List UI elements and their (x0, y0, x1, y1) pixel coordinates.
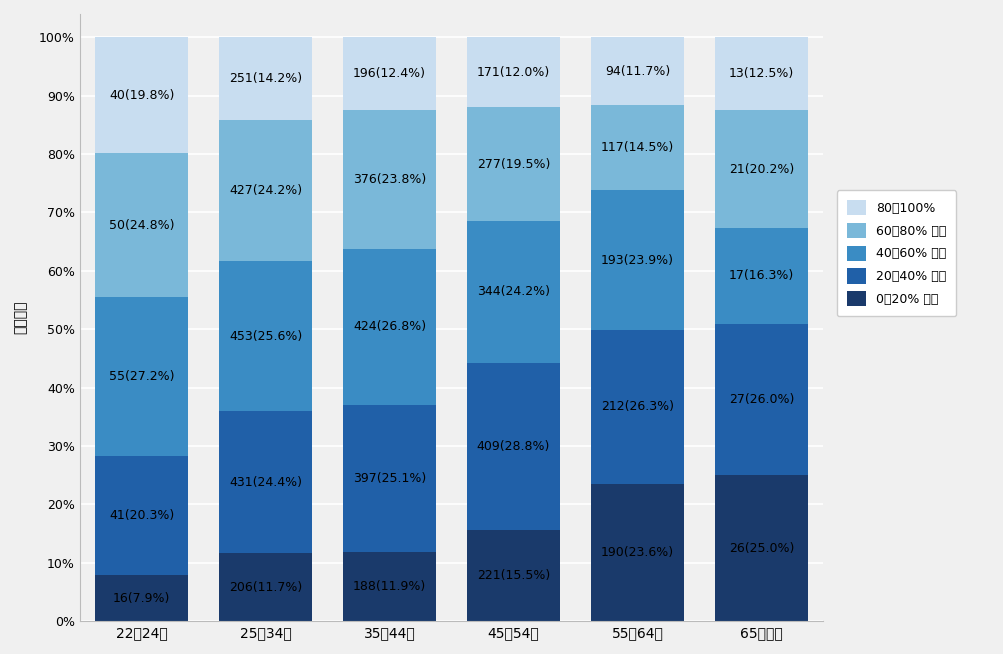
Text: 117(14.5%): 117(14.5%) (600, 141, 673, 154)
Bar (591, 483, 683, 621)
Text: 193(23.9%): 193(23.9%) (601, 254, 673, 267)
Bar (343, 405, 435, 552)
Bar (219, 553, 312, 621)
Text: 424(26.8%): 424(26.8%) (353, 320, 425, 334)
Text: 427(24.2%): 427(24.2%) (229, 184, 302, 198)
Text: 50(24.8%): 50(24.8%) (109, 218, 175, 232)
Text: 94(11.7%): 94(11.7%) (604, 65, 669, 78)
Bar (219, 411, 312, 553)
Bar (343, 249, 435, 405)
Text: 221(15.5%): 221(15.5%) (476, 570, 550, 582)
Bar (466, 362, 560, 530)
Text: 17(16.3%): 17(16.3%) (728, 269, 793, 283)
Text: 26(25.0%): 26(25.0%) (728, 542, 793, 555)
Bar (714, 228, 807, 324)
Text: 190(23.6%): 190(23.6%) (600, 546, 673, 559)
Bar (219, 261, 312, 411)
Text: 40(19.8%): 40(19.8%) (109, 88, 175, 101)
Text: 188(11.9%): 188(11.9%) (353, 580, 425, 593)
Bar (466, 107, 560, 221)
Bar (95, 575, 188, 621)
Text: 16(7.9%): 16(7.9%) (113, 592, 171, 604)
Bar (95, 298, 188, 456)
Bar (714, 475, 807, 621)
Text: 212(26.3%): 212(26.3%) (601, 400, 673, 413)
Bar (343, 110, 435, 249)
Bar (591, 190, 683, 330)
Bar (95, 456, 188, 575)
Text: 21(20.2%): 21(20.2%) (728, 163, 793, 176)
Text: 409(28.8%): 409(28.8%) (476, 440, 550, 453)
Text: 453(25.6%): 453(25.6%) (229, 330, 302, 343)
Text: 397(25.1%): 397(25.1%) (353, 472, 425, 485)
Text: 27(26.0%): 27(26.0%) (728, 393, 793, 406)
Bar (591, 37, 683, 105)
Text: 251(14.2%): 251(14.2%) (229, 72, 302, 85)
Bar (591, 330, 683, 483)
Text: 206(11.7%): 206(11.7%) (229, 581, 302, 594)
Bar (714, 111, 807, 228)
Bar (591, 105, 683, 190)
Bar (343, 552, 435, 621)
Text: 376(23.8%): 376(23.8%) (353, 173, 425, 186)
Text: 344(24.2%): 344(24.2%) (476, 285, 550, 298)
Bar (95, 153, 188, 298)
Y-axis label: 人数割合: 人数割合 (14, 301, 28, 334)
Text: 13(12.5%): 13(12.5%) (728, 67, 793, 80)
Legend: 80～100%, 60～80% 未満, 40～60% 未満, 20～40% 未満, 0～20% 未満: 80～100%, 60～80% 未満, 40～60% 未満, 20～40% 未満… (837, 190, 955, 317)
Text: 196(12.4%): 196(12.4%) (353, 67, 425, 80)
Bar (466, 530, 560, 621)
Bar (714, 324, 807, 475)
Bar (343, 37, 435, 110)
Text: 41(20.3%): 41(20.3%) (109, 509, 175, 523)
Text: 277(19.5%): 277(19.5%) (476, 158, 550, 171)
Bar (95, 37, 188, 153)
Bar (714, 37, 807, 111)
Bar (219, 120, 312, 261)
Bar (466, 37, 560, 107)
Text: 55(27.2%): 55(27.2%) (109, 370, 175, 383)
Text: 171(12.0%): 171(12.0%) (476, 66, 550, 79)
Bar (219, 37, 312, 120)
Bar (466, 221, 560, 362)
Text: 431(24.4%): 431(24.4%) (229, 475, 302, 489)
